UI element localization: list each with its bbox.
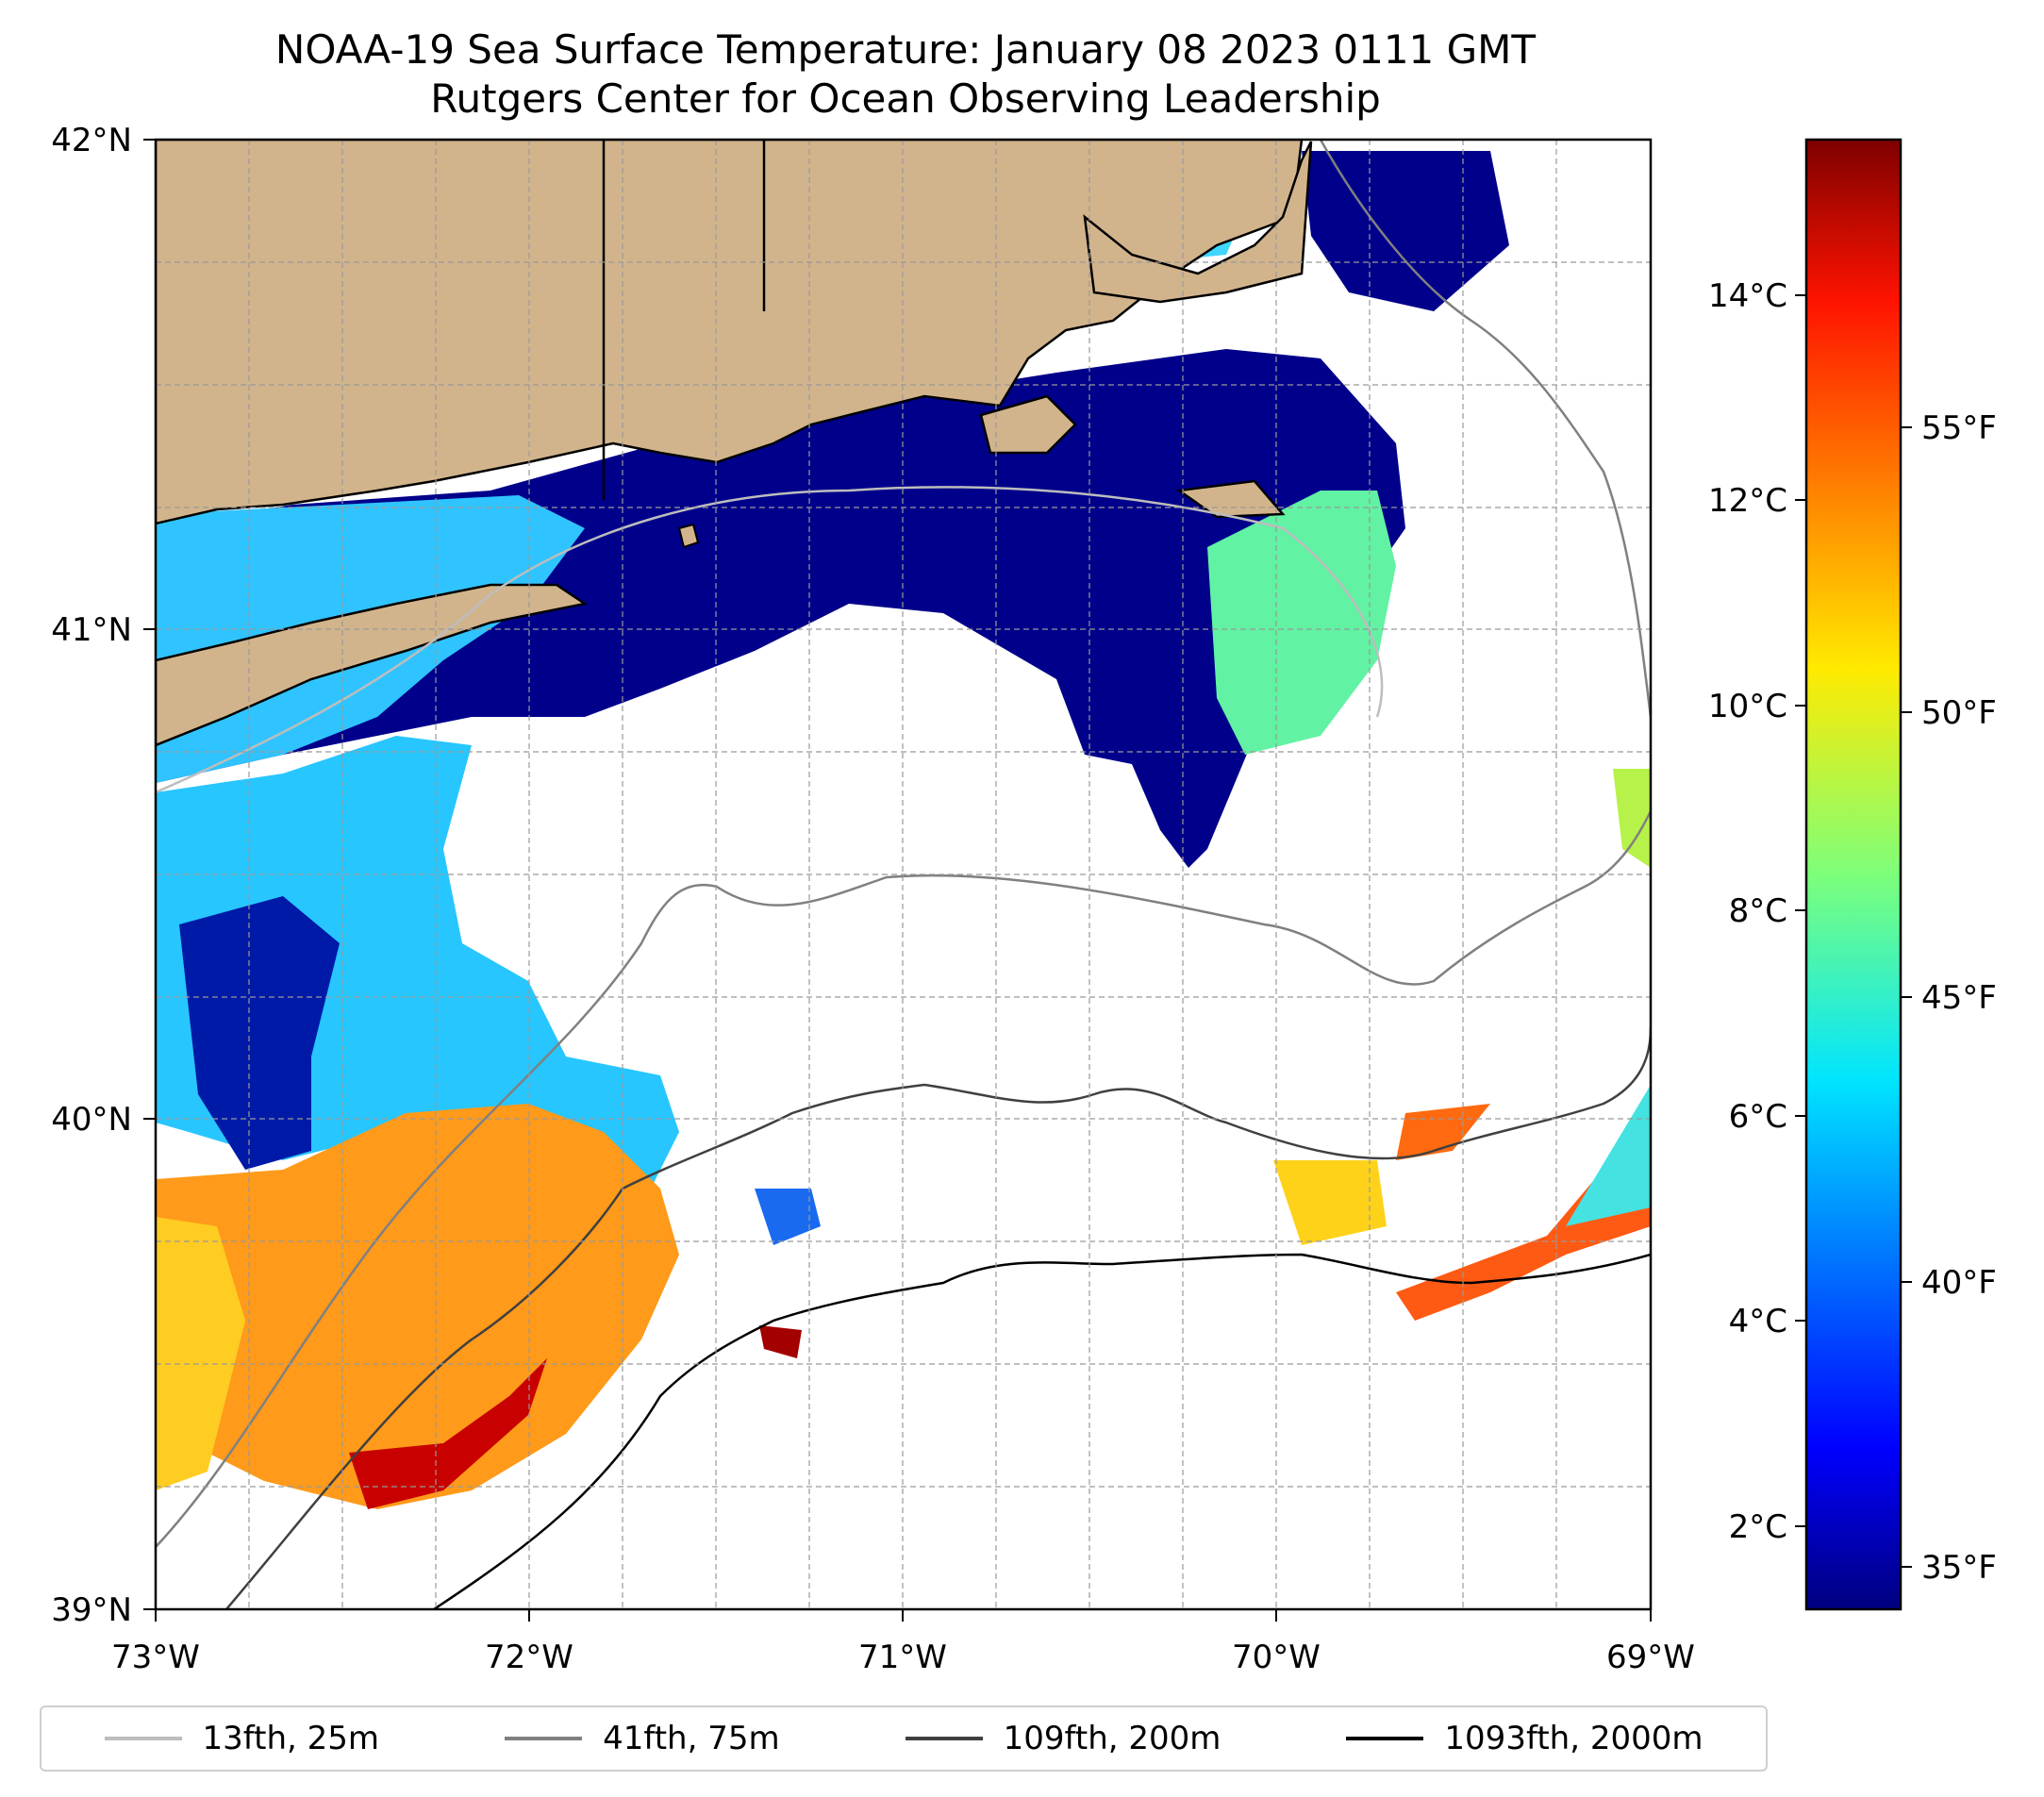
colorbar-celsius-label: 10°C [1708, 688, 1787, 725]
sst-warm-core-west [349, 1358, 547, 1509]
sst-east-cyan [1566, 1085, 1651, 1226]
sst-warm-southwest [156, 1217, 245, 1490]
colorbar-fahrenheit-label: 45°F [1921, 979, 1997, 1017]
sst-right-edge-green [1613, 769, 1651, 868]
lat-label: 42°N [51, 122, 132, 159]
land-long-island [156, 583, 589, 747]
sst-warm-band-west [156, 1104, 679, 1509]
lon-label: 73°W [111, 1639, 200, 1676]
colorbar [1804, 138, 1903, 1611]
legend-label: 109fth, 200m [1003, 1720, 1221, 1757]
lon-label: 72°W [485, 1639, 573, 1676]
legend-item-25m: 13fth, 25m [104, 1720, 380, 1757]
lat-label: 40°N [51, 1101, 132, 1139]
isobath-25m [156, 486, 1384, 794]
colorbar-celsius-label: 14°C [1708, 277, 1787, 315]
lon-label: 69°W [1606, 1639, 1695, 1676]
colorbar-celsius-label: 12°C [1708, 482, 1787, 520]
map-subtitle: Rutgers Center for Ocean Observing Leade… [430, 75, 1381, 122]
lat-label: 41°N [51, 611, 132, 649]
lat-label: 39°N [51, 1591, 132, 1629]
isobath-75m [1319, 140, 1651, 718]
sst-cold-water-region [156, 349, 1405, 868]
lon-label: 70°W [1232, 1639, 1321, 1676]
isobath-legend: 13fth, 25m 41fth, 75m 109fth, 200m 1093f… [40, 1705, 1768, 1772]
sst-red-spot [759, 1325, 802, 1358]
sst-east-warm-streak [1396, 1113, 1651, 1321]
lon-label: 71°W [858, 1639, 947, 1676]
colorbar-fahrenheit-label: 35°F [1921, 1549, 1997, 1587]
legend-line-icon [104, 1737, 182, 1740]
colorbar-fahrenheit-label: 40°F [1921, 1264, 1997, 1302]
map-plot-area [156, 140, 1651, 1609]
sst-green-patch [1207, 491, 1396, 755]
colorbar-celsius-label: 8°C [1729, 892, 1787, 930]
sst-mid-patch [755, 1189, 821, 1245]
land-block-island [677, 523, 700, 549]
sst-top-right-cold [1302, 151, 1509, 311]
sst-east-orange [1396, 1104, 1490, 1160]
land-martha-vineyard [979, 394, 1077, 455]
legend-line-icon [905, 1737, 983, 1740]
gridlines [156, 140, 1651, 1609]
colorbar-fahrenheit-label: 55°F [1921, 409, 1997, 447]
legend-label: 41fth, 75m [603, 1720, 780, 1757]
legend-label: 1093fth, 2000m [1444, 1720, 1703, 1757]
colorbar-celsius-label: 6°C [1729, 1098, 1787, 1136]
legend-line-icon [505, 1737, 583, 1740]
legend-item-2000m: 1093fth, 2000m [1346, 1720, 1703, 1757]
colorbar-fahrenheit-label: 50°F [1921, 694, 1997, 732]
isobath-75m [156, 810, 1651, 1548]
isobath-2000m [433, 1253, 1651, 1609]
legend-line-icon [1346, 1737, 1424, 1740]
colorbar-celsius-label: 4°C [1729, 1303, 1787, 1340]
legend-label: 13fth, 25m [202, 1720, 380, 1757]
legend-item-200m: 109fth, 200m [905, 1720, 1221, 1757]
colorbar-celsius-label: 2°C [1729, 1508, 1787, 1546]
sst-east-yellow [1273, 1160, 1387, 1245]
sst-sw-blue-core [179, 896, 340, 1170]
map-title: NOAA-19 Sea Surface Temperature: January… [274, 26, 1537, 73]
isobath-200m [225, 1027, 1651, 1609]
legend-item-75m: 41fth, 75m [505, 1720, 780, 1757]
